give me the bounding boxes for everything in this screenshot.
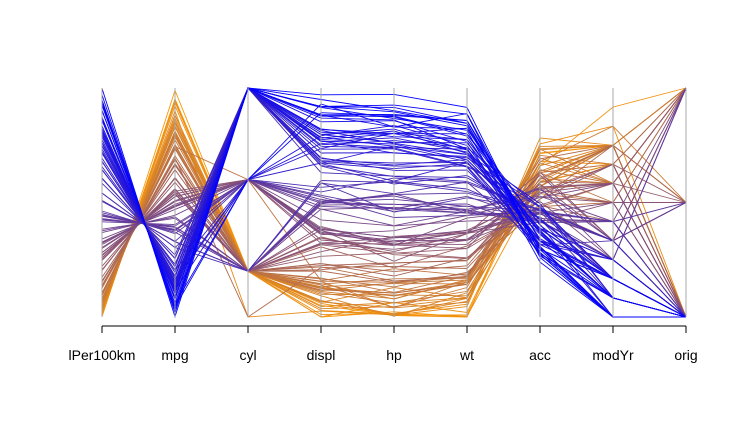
x-tick-label-orig: orig	[674, 347, 697, 363]
x-tick-label-displ: displ	[307, 347, 336, 363]
vertical-axes-layer	[101, 88, 687, 317]
x-tick-label-lPer100km: lPer100km	[69, 347, 136, 363]
x-tick-label-wt: wt	[459, 347, 474, 363]
x-tick-label-mpg: mpg	[161, 347, 188, 363]
x-tick-label-modYr: modYr	[592, 347, 634, 363]
x-tick-label-hp: hp	[386, 347, 402, 363]
x-axis: lPer100km mpg cyl displ hp wt acc modYr orig	[69, 325, 698, 363]
x-tick-label-acc: acc	[529, 347, 551, 363]
x-tick-label-cyl: cyl	[239, 347, 256, 363]
